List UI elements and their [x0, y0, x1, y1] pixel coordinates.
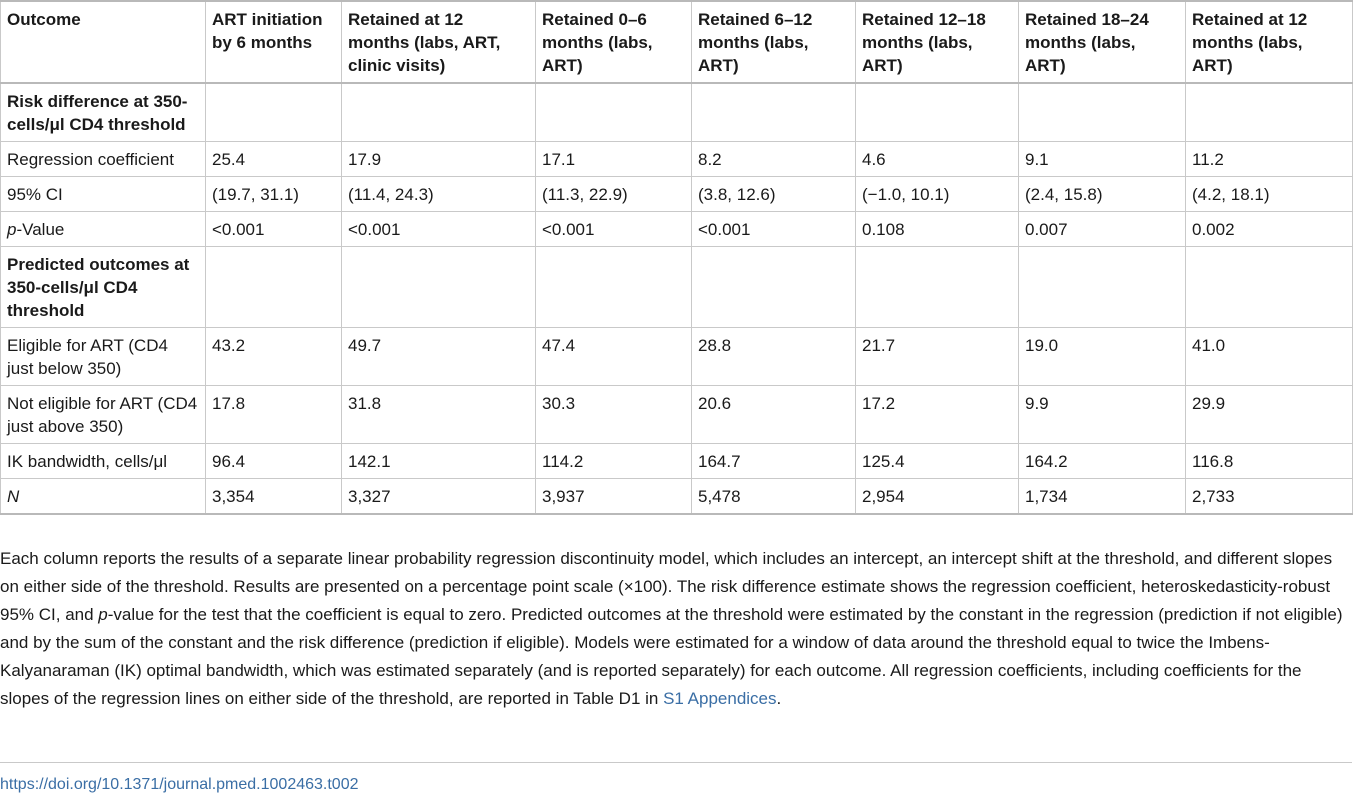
table-cell: 125.4 [855, 443, 1019, 479]
table-cell: 49.7 [341, 327, 536, 386]
table-cell: 41.0 [1185, 327, 1353, 386]
row-label-italic: N [7, 487, 20, 506]
table-cell: 47.4 [535, 327, 692, 386]
table-cell: 3,354 [205, 478, 342, 515]
table-cell: (4.2, 18.1) [1185, 176, 1353, 212]
footnote-text: . [776, 689, 782, 708]
table-cell: 0.002 [1185, 211, 1353, 247]
table-cell: 29.9 [1185, 385, 1353, 444]
row-label: Eligible for ART (CD4 just below 350) [0, 327, 206, 386]
table-cell: 9.1 [1018, 141, 1186, 177]
table-cell: 1,734 [1018, 478, 1186, 515]
footnote-italic: p [98, 605, 108, 624]
header-row: Outcome ART initiation by 6 months Retai… [0, 0, 1353, 84]
row-label-text: -Value [16, 220, 65, 239]
table-cell: <0.001 [341, 211, 536, 247]
footnote-text: Each column reports the results of a sep… [0, 549, 1333, 624]
header-cell: Outcome [0, 0, 206, 84]
header-cell: Retained 0–6 months (labs, ART) [535, 0, 692, 84]
table-row: p-Value <0.001 <0.001 <0.001 <0.001 0.10… [0, 211, 1353, 247]
table-row: N 3,354 3,327 3,937 5,478 2,954 1,734 2,… [0, 478, 1353, 515]
row-label-italic: p [7, 220, 17, 239]
table-cell: (19.7, 31.1) [205, 176, 342, 212]
results-table: Outcome ART initiation by 6 months Retai… [0, 0, 1353, 515]
header-cell: Retained 18–24 months (labs, ART) [1018, 0, 1186, 84]
header-cell: Retained 12–18 months (labs, ART) [855, 0, 1019, 84]
section-row-predicted-outcomes: Predicted outcomes at 350-cells/μl CD4 t… [0, 246, 1353, 328]
table-cell: 96.4 [205, 443, 342, 479]
table-cell: 4.6 [855, 141, 1019, 177]
table-cell: 0.007 [1018, 211, 1186, 247]
table-cell: 116.8 [1185, 443, 1353, 479]
table-cell: 9.9 [1018, 385, 1186, 444]
section-heading: Predicted outcomes at 350-cells/μl CD4 t… [0, 246, 206, 328]
table-cell: 43.2 [205, 327, 342, 386]
table-cell: <0.001 [205, 211, 342, 247]
row-label: p-Value [0, 211, 206, 247]
row-label: Not eligible for ART (CD4 just above 350… [0, 385, 206, 444]
table-cell: 0.108 [855, 211, 1019, 247]
row-label: 95% CI [0, 176, 206, 212]
row-label: N [0, 478, 206, 515]
table-cell: 11.2 [1185, 141, 1353, 177]
table-row: Not eligible for ART (CD4 just above 350… [0, 385, 1353, 444]
header-cell: Retained at 12 months (labs, ART, clinic… [341, 0, 536, 84]
header-cell: ART initiation by 6 months [205, 0, 342, 84]
table-cell: 25.4 [205, 141, 342, 177]
table-row: 95% CI (19.7, 31.1) (11.4, 24.3) (11.3, … [0, 176, 1353, 212]
footnote-text: -value for the test that the coefficient… [0, 605, 1343, 708]
table-cell: 17.9 [341, 141, 536, 177]
table-footnote: Each column reports the results of a sep… [0, 545, 1355, 713]
divider [0, 762, 1352, 763]
table-cell: (11.3, 22.9) [535, 176, 692, 212]
table-cell: 17.1 [535, 141, 692, 177]
table-cell: 164.7 [691, 443, 856, 479]
table-cell: 3,937 [535, 478, 692, 515]
table-cell: 3,327 [341, 478, 536, 515]
table-cell: 8.2 [691, 141, 856, 177]
table-cell: 164.2 [1018, 443, 1186, 479]
doi-link[interactable]: https://doi.org/10.1371/journal.pmed.100… [0, 776, 359, 793]
table-cell: (11.4, 24.3) [341, 176, 536, 212]
header-cell: Retained at 12 months (labs, ART) [1185, 0, 1353, 84]
header-cell: Retained 6–12 months (labs, ART) [691, 0, 856, 84]
table-cell: (2.4, 15.8) [1018, 176, 1186, 212]
appendix-link[interactable]: S1 Appendices [663, 689, 777, 708]
row-label: Regression coefficient [0, 141, 206, 177]
table-row: IK bandwidth, cells/μl 96.4 142.1 114.2 … [0, 443, 1353, 479]
table-cell: (−1.0, 10.1) [855, 176, 1019, 212]
doi: https://doi.org/10.1371/journal.pmed.100… [0, 775, 359, 795]
table-cell: 21.7 [855, 327, 1019, 386]
table-cell: 142.1 [341, 443, 536, 479]
table-cell: 31.8 [341, 385, 536, 444]
table-cell: (3.8, 12.6) [691, 176, 856, 212]
table-cell: 17.8 [205, 385, 342, 444]
table-cell: <0.001 [535, 211, 692, 247]
section-heading: Risk difference at 350-cells/μl CD4 thre… [0, 82, 206, 142]
section-row-risk-difference: Risk difference at 350-cells/μl CD4 thre… [0, 82, 1353, 142]
table-cell: 5,478 [691, 478, 856, 515]
table-cell: 2,954 [855, 478, 1019, 515]
table-cell: 19.0 [1018, 327, 1186, 386]
table-cell: 30.3 [535, 385, 692, 444]
row-label: IK bandwidth, cells/μl [0, 443, 206, 479]
table-row: Regression coefficient 25.4 17.9 17.1 8.… [0, 141, 1353, 177]
table-row: Eligible for ART (CD4 just below 350) 43… [0, 327, 1353, 386]
table-cell: 114.2 [535, 443, 692, 479]
table-cell: 20.6 [691, 385, 856, 444]
table-cell: 2,733 [1185, 478, 1353, 515]
table-cell: 17.2 [855, 385, 1019, 444]
table-cell: <0.001 [691, 211, 856, 247]
table-cell: 28.8 [691, 327, 856, 386]
